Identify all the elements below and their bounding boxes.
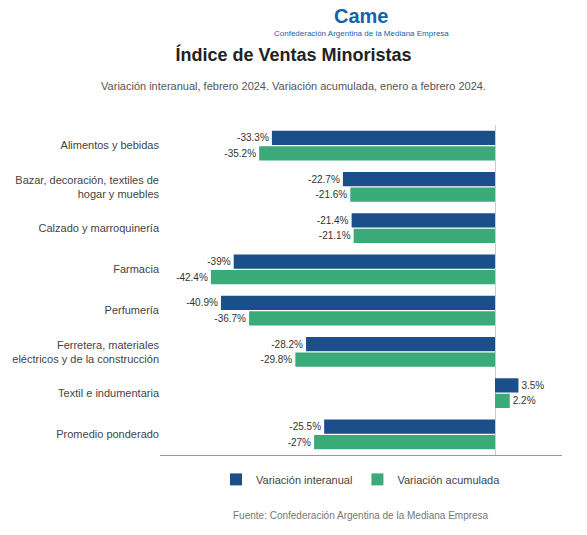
svg-text:Perfumería: Perfumería	[105, 304, 160, 316]
svg-text:Alimentos y bebidas: Alimentos y bebidas	[61, 139, 160, 151]
svg-text:-42.4%: -42.4%	[176, 272, 208, 283]
svg-text:-29.8%: -29.8%	[261, 354, 293, 365]
svg-text:-25.5%: -25.5%	[289, 421, 321, 432]
svg-text:Ferretera, materialeseléctrico: Ferretera, materialeseléctricos y de la …	[12, 339, 159, 365]
svg-text:-40.9%: -40.9%	[186, 297, 218, 308]
svg-text:Came: Came	[334, 5, 388, 27]
svg-text:Variación interanual: Variación interanual	[256, 474, 352, 486]
svg-text:Textil e indumentaria: Textil e indumentaria	[58, 387, 160, 399]
svg-text:Variación interanual, febrero: Variación interanual, febrero 2024. Vari…	[101, 80, 486, 92]
svg-text:-36.7%: -36.7%	[214, 313, 246, 324]
svg-text:-39%: -39%	[207, 256, 230, 267]
svg-text:Farmacia: Farmacia	[113, 263, 160, 275]
svg-text:Promedio ponderado: Promedio ponderado	[56, 428, 159, 440]
svg-text:-22.7%: -22.7%	[308, 174, 340, 185]
svg-text:-33.3%: -33.3%	[237, 132, 269, 143]
svg-text:Fuente: Confederación Argentin: Fuente: Confederación Argentina de la Me…	[233, 510, 489, 521]
svg-text:-28.2%: -28.2%	[271, 339, 303, 350]
svg-text:-21.4%: -21.4%	[317, 215, 349, 226]
svg-text:Variación acumulada: Variación acumulada	[397, 474, 500, 486]
svg-text:Bazar, decoración, textiles de: Bazar, decoración, textiles dehogar y mu…	[15, 174, 159, 200]
svg-text:2.2%: 2.2%	[513, 395, 536, 406]
svg-text:-21.6%: -21.6%	[315, 189, 347, 200]
svg-text:-35.2%: -35.2%	[224, 148, 256, 159]
svg-text:Calzado y marroquinería: Calzado y marroquinería	[39, 222, 160, 234]
svg-text:Índice de Ventas Minoristas: Índice de Ventas Minoristas	[175, 44, 411, 65]
svg-text:3.5%: 3.5%	[521, 380, 544, 391]
svg-text:-27%: -27%	[288, 437, 311, 448]
svg-text:Confederación Argentina de la: Confederación Argentina de la Mediana Em…	[274, 29, 449, 38]
svg-text:-21.1%: -21.1%	[319, 230, 351, 241]
